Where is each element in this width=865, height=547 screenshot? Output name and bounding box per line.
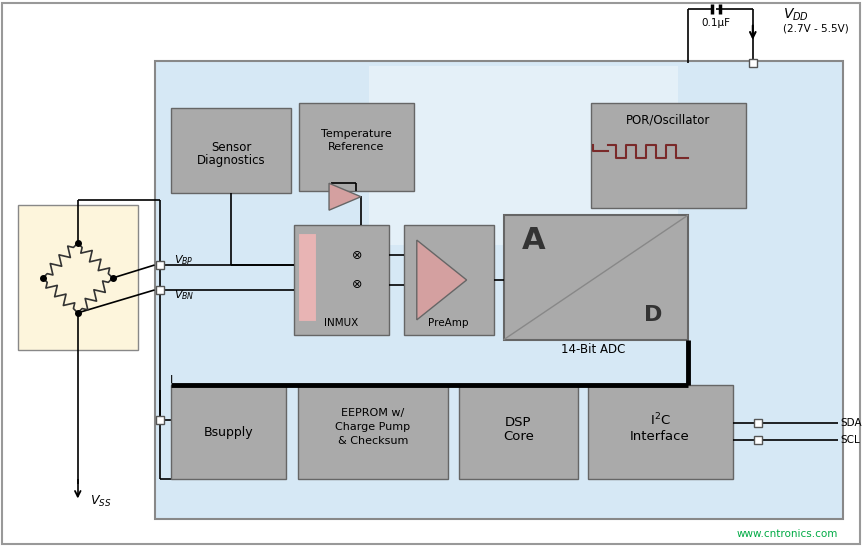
Text: PreAmp: PreAmp (428, 318, 469, 328)
Text: POR/Oscillator: POR/Oscillator (626, 114, 710, 127)
Text: INMUX: INMUX (324, 318, 358, 328)
Bar (171, 108, 292, 193)
Text: ⊗: ⊗ (352, 278, 362, 292)
Text: Sensor: Sensor (211, 141, 252, 154)
Bar (299, 103, 413, 191)
Polygon shape (329, 183, 361, 210)
Text: ⊗: ⊗ (352, 248, 362, 261)
Text: Interface: Interface (631, 430, 690, 443)
Bar (298, 233, 316, 321)
Bar (294, 225, 389, 335)
Bar (368, 66, 678, 245)
Text: Reference: Reference (328, 142, 384, 153)
Text: 0.1μF: 0.1μF (702, 18, 730, 28)
Text: I: I (170, 375, 173, 385)
Bar (298, 385, 448, 479)
Text: & Checksum: & Checksum (337, 435, 408, 445)
Bar (753, 435, 762, 444)
Bar (156, 416, 163, 423)
Text: $V_{SS}$: $V_{SS}$ (90, 494, 111, 509)
Text: Charge Pump: Charge Pump (336, 422, 411, 432)
Text: DSP: DSP (505, 416, 532, 429)
Text: Temperature: Temperature (321, 130, 391, 139)
Bar (503, 215, 688, 340)
Text: EEPROM w/: EEPROM w/ (342, 408, 405, 417)
Text: I$^2$C: I$^2$C (650, 411, 670, 428)
Text: (2.7V - 5.5V): (2.7V - 5.5V) (783, 24, 849, 34)
Bar (18, 205, 138, 350)
Bar (404, 225, 494, 335)
Bar (592, 103, 746, 208)
Text: Core: Core (503, 430, 534, 443)
Text: $V_{BP}$: $V_{BP}$ (175, 253, 194, 267)
Bar (588, 385, 733, 479)
Text: $V_{BN}$: $V_{BN}$ (175, 288, 195, 302)
Text: $V_{DD}$: $V_{DD}$ (783, 7, 809, 23)
Bar (156, 286, 163, 294)
Text: 14-Bit ADC: 14-Bit ADC (561, 344, 625, 356)
Bar (749, 59, 757, 67)
Text: SDA: SDA (841, 417, 862, 428)
Bar (155, 61, 843, 519)
Bar (156, 261, 163, 269)
Text: www.cntronics.com: www.cntronics.com (736, 529, 837, 539)
Text: D: D (644, 305, 663, 325)
Text: Diagnostics: Diagnostics (197, 154, 266, 167)
Text: Bsupply: Bsupply (203, 426, 253, 439)
Text: SCL: SCL (841, 434, 861, 445)
Polygon shape (417, 240, 466, 320)
Text: A: A (522, 225, 545, 254)
Bar (171, 385, 286, 479)
Bar (458, 385, 579, 479)
Bar (753, 418, 762, 427)
